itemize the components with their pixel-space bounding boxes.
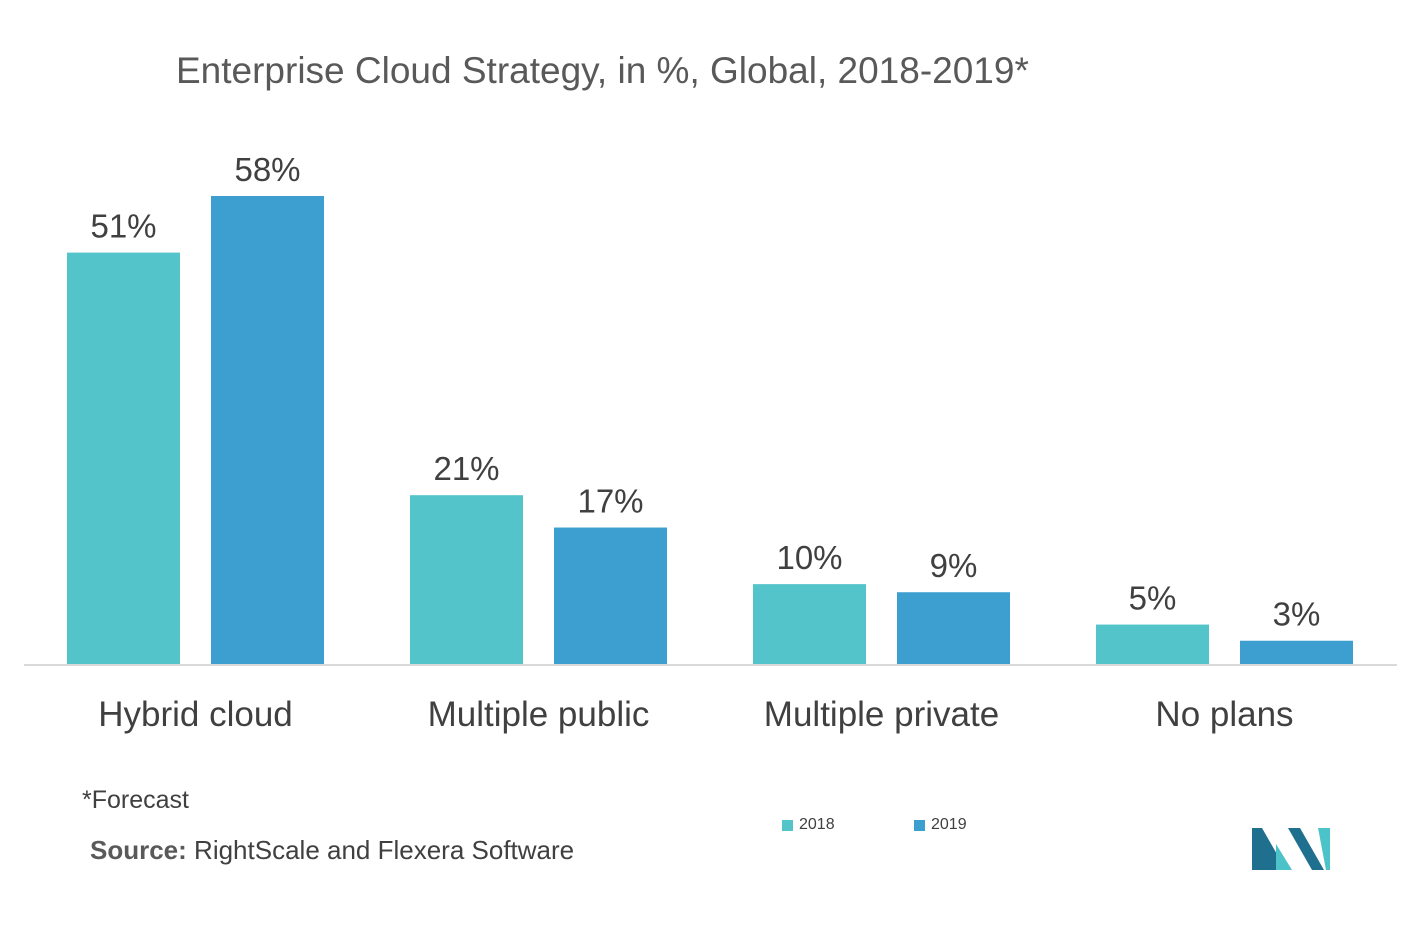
- chart-title: Enterprise Cloud Strategy, in %, Global,…: [176, 50, 1029, 91]
- legend-label-2019: 2019: [931, 816, 967, 833]
- bar-hybrid-cloud-2018: [67, 252, 180, 665]
- bar-multiple-public-2018: [410, 495, 523, 665]
- bar-no-plans-2018: [1096, 624, 1209, 665]
- legend-label-2018: 2018: [799, 816, 835, 833]
- value-label-multiple-public-2018: 21%: [433, 450, 499, 487]
- bar-multiple-public-2019: [554, 527, 667, 665]
- bar-multiple-private-2018: [753, 584, 866, 665]
- value-label-multiple-public-2019: 17%: [577, 483, 643, 520]
- value-label-multiple-private-2019: 9%: [930, 547, 978, 584]
- category-labels-layer: Hybrid cloud Multiple public Multiple priv…: [98, 695, 1293, 734]
- source-text: RightScale and Flexera Software: [194, 835, 575, 865]
- forecast-note: *Forecast: [82, 786, 189, 814]
- bars-layer: [67, 196, 1353, 665]
- legend-item-2019: 2019: [914, 816, 967, 834]
- bar-no-plans-2019: [1240, 640, 1353, 665]
- category-label-multiple-private: Multiple private: [764, 695, 999, 734]
- category-label-multiple-public: Multiple public: [428, 695, 650, 734]
- category-label-no-plans: No plans: [1155, 695, 1293, 734]
- value-label-multiple-private-2018: 10%: [776, 539, 842, 576]
- value-label-no-plans-2019: 3%: [1273, 596, 1321, 633]
- source-label: Source:: [90, 835, 187, 865]
- value-labels-layer: 51% 58% 21% 17% 10% 9% 5% 3%: [90, 151, 1320, 633]
- bar-chart: 51% 58% 21% 17% 10% 9% 5% 3% Hybrid cloud Multip…: [24, 151, 1397, 734]
- brand-logo-icon: [1252, 828, 1330, 870]
- legend-item-2018: 2018: [782, 816, 835, 834]
- value-label-hybrid-cloud-2018: 51%: [90, 208, 156, 245]
- legend-swatch-2018: [782, 819, 793, 831]
- value-label-no-plans-2018: 5%: [1129, 580, 1177, 617]
- bar-multiple-private-2019: [897, 592, 1010, 665]
- bar-hybrid-cloud-2019: [211, 196, 324, 665]
- source-line: Source: RightScale and Flexera Software: [90, 835, 574, 866]
- value-label-hybrid-cloud-2019: 58%: [234, 151, 300, 188]
- legend-swatch-2019: [914, 819, 925, 831]
- category-label-hybrid-cloud: Hybrid cloud: [98, 695, 293, 734]
